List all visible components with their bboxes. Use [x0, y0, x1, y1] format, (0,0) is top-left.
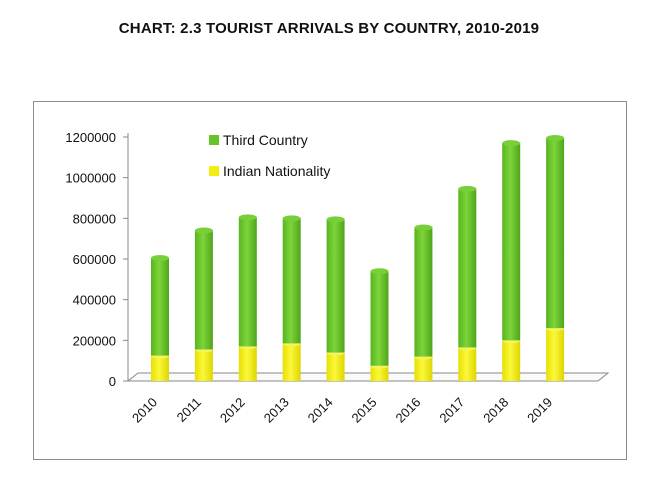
bar-segment	[458, 347, 477, 381]
legend-swatch	[209, 135, 219, 145]
bar-cap	[414, 224, 433, 231]
bar-segment	[326, 352, 345, 381]
bar-cap	[282, 215, 301, 222]
legend-label: Third Country	[223, 132, 308, 148]
bar-segment	[546, 138, 565, 329]
bar-segment	[194, 230, 213, 350]
y-tick-label: 1000000	[65, 171, 116, 186]
bar-segment	[238, 217, 257, 347]
bar-segment	[238, 346, 257, 381]
y-tick-label: 1200000	[65, 130, 116, 145]
legend-label: Indian Nationality	[223, 163, 330, 179]
x-tick-label: 2019	[524, 395, 555, 426]
bar-segment	[282, 218, 301, 344]
bar-cap	[370, 268, 389, 275]
bar-segment	[414, 356, 433, 381]
bar-segment	[370, 271, 389, 366]
bar-cap	[194, 227, 213, 234]
bar-cap	[546, 135, 565, 142]
x-tick-label: 2017	[436, 395, 467, 426]
bar-cap	[502, 140, 521, 147]
y-tick-label: 600000	[73, 252, 116, 267]
bar-segment	[282, 343, 301, 381]
bar-segment	[458, 188, 477, 348]
bar-segment	[414, 227, 433, 357]
bar-segment	[151, 355, 169, 381]
x-tick-label: 2018	[480, 395, 511, 426]
bar-segment	[370, 365, 389, 381]
y-tick-label: 400000	[73, 293, 116, 308]
chart-title: CHART: 2.3 TOURIST ARRIVALS BY COUNTRY, …	[118, 20, 540, 37]
x-tick-label: 2015	[349, 395, 380, 426]
bar-segment	[326, 219, 345, 353]
bar-segment	[502, 143, 521, 341]
x-tick-label: 2014	[305, 395, 336, 426]
bar-cap	[458, 185, 477, 192]
bar-segment	[194, 349, 213, 381]
bar-cap	[326, 216, 345, 223]
legend-swatch	[209, 166, 219, 176]
bar-segment	[151, 257, 169, 356]
bar-cap	[151, 254, 169, 261]
x-tick-label: 2010	[129, 395, 160, 426]
y-tick-label: 0	[109, 374, 116, 389]
y-tick-label: 800000	[73, 211, 116, 226]
x-tick-label: 2016	[392, 395, 423, 426]
x-tick-label: 2012	[217, 395, 248, 426]
bar-segment	[546, 328, 565, 381]
x-tick-label: 2013	[261, 395, 292, 426]
x-tick-label: 2011	[174, 395, 204, 425]
bar-cap	[238, 214, 257, 221]
bar-segment	[502, 340, 521, 381]
y-tick-label: 200000	[73, 333, 116, 348]
